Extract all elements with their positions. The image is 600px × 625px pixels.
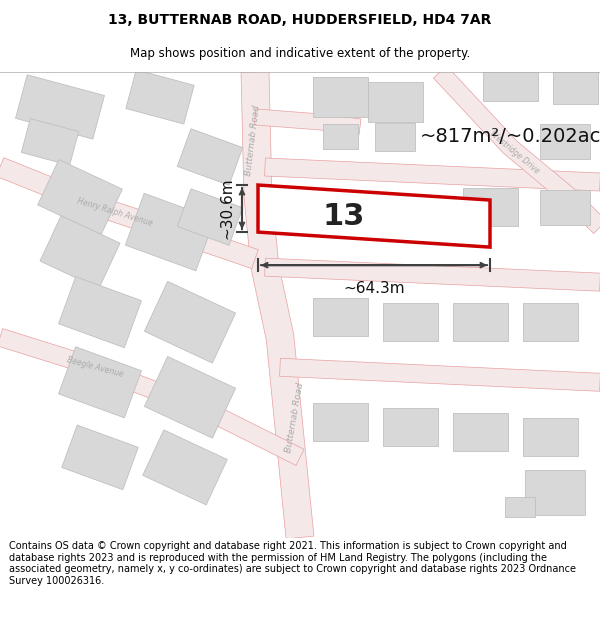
Bar xyxy=(125,193,215,271)
Bar xyxy=(367,82,422,122)
Bar xyxy=(62,425,138,490)
Bar xyxy=(40,216,120,289)
Bar xyxy=(313,403,367,441)
Bar xyxy=(145,356,236,438)
Polygon shape xyxy=(265,158,600,191)
Bar xyxy=(16,75,104,139)
Bar xyxy=(383,303,437,341)
Text: 13: 13 xyxy=(323,202,365,231)
Polygon shape xyxy=(241,71,314,539)
Polygon shape xyxy=(265,258,600,291)
Bar xyxy=(126,70,194,124)
Bar xyxy=(313,298,367,336)
Bar xyxy=(463,188,517,226)
Polygon shape xyxy=(280,358,600,391)
Bar xyxy=(375,123,415,151)
Polygon shape xyxy=(433,66,600,234)
Text: ~64.3m: ~64.3m xyxy=(343,281,405,296)
Bar xyxy=(540,189,590,224)
Bar xyxy=(178,129,242,185)
Bar xyxy=(452,413,508,451)
Bar xyxy=(143,430,227,505)
Text: Butternab Road: Butternab Road xyxy=(244,104,262,176)
Text: Map shows position and indicative extent of the property.: Map shows position and indicative extent… xyxy=(130,48,470,61)
Text: Henry Ralph Avenue: Henry Ralph Avenue xyxy=(76,196,154,228)
Bar xyxy=(383,408,437,446)
Bar xyxy=(323,124,358,149)
Polygon shape xyxy=(258,185,490,247)
Bar xyxy=(313,77,367,117)
Bar xyxy=(145,281,236,363)
Bar xyxy=(505,498,535,518)
Bar xyxy=(22,119,79,166)
Polygon shape xyxy=(0,329,304,466)
Bar xyxy=(553,69,598,104)
Text: ~817m²/~0.202ac.: ~817m²/~0.202ac. xyxy=(420,127,600,146)
Bar xyxy=(525,470,585,515)
Text: Butternab Road: Butternab Road xyxy=(284,382,305,453)
Bar xyxy=(178,189,242,245)
Polygon shape xyxy=(254,109,361,135)
Bar xyxy=(523,418,577,456)
Bar xyxy=(328,193,383,231)
Text: Contains OS data © Crown copyright and database right 2021. This information is : Contains OS data © Crown copyright and d… xyxy=(9,541,576,586)
Bar xyxy=(540,124,590,159)
Bar xyxy=(59,347,142,418)
Text: Westridge Drive: Westridge Drive xyxy=(488,129,542,175)
Text: ~30.6m: ~30.6m xyxy=(219,177,234,239)
Polygon shape xyxy=(0,158,258,269)
Text: Beegle Avenue: Beegle Avenue xyxy=(66,356,124,379)
Bar xyxy=(523,303,577,341)
Bar xyxy=(452,303,508,341)
Text: 13, BUTTERNAB ROAD, HUDDERSFIELD, HD4 7AR: 13, BUTTERNAB ROAD, HUDDERSFIELD, HD4 7A… xyxy=(109,13,491,27)
Bar xyxy=(482,63,538,101)
Bar xyxy=(59,277,142,348)
Bar xyxy=(38,159,122,234)
